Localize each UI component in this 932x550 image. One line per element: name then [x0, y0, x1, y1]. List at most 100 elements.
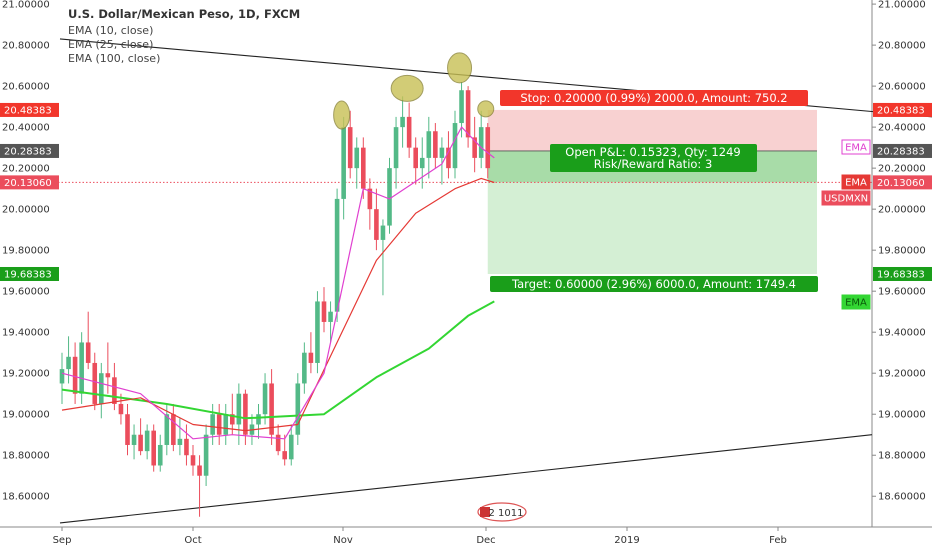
candle-body[interactable]	[380, 225, 386, 240]
highlight-marker[interactable]	[333, 100, 351, 130]
candle-body[interactable]	[203, 434, 209, 476]
price-tag-left[interactable]	[0, 143, 59, 158]
candle-body[interactable]	[328, 311, 333, 322]
candle-body[interactable]	[138, 434, 143, 452]
price-tag-right[interactable]	[873, 175, 932, 190]
candle-body[interactable]	[419, 157, 425, 169]
highlight-marker[interactable]	[477, 100, 495, 118]
candle-body[interactable]	[79, 342, 84, 394]
series-label-0[interactable]	[841, 139, 871, 155]
candle-body[interactable]	[151, 430, 156, 466]
candle-body[interactable]	[387, 168, 392, 226]
candle-body[interactable]	[282, 451, 287, 460]
series-label-1[interactable]	[841, 174, 871, 190]
candle-body[interactable]	[472, 137, 477, 158]
candle-body[interactable]	[105, 373, 111, 378]
candle-body[interactable]	[288, 434, 294, 460]
price-tag-left[interactable]	[0, 266, 59, 281]
price-tag-right[interactable]	[873, 102, 932, 117]
price-tag-right[interactable]	[873, 143, 932, 158]
candle-body[interactable]	[393, 127, 399, 169]
price-tag-right[interactable]	[873, 266, 932, 281]
candle-body[interactable]	[92, 362, 98, 404]
candle-body[interactable]	[177, 438, 183, 445]
y-tick-label-right: 20.80000	[878, 41, 926, 52]
candle-body[interactable]	[144, 430, 150, 452]
series-label-2-text: USDMXN	[824, 194, 868, 205]
candle-body[interactable]	[295, 383, 301, 435]
candle-body[interactable]	[374, 209, 379, 240]
candle-body[interactable]	[223, 414, 229, 435]
candle-body[interactable]	[302, 352, 307, 384]
pnl-label[interactable]: Open P&L: 0.15323, Qty: 1249Risk/Reward …	[550, 144, 757, 172]
candle-body[interactable]	[256, 414, 261, 425]
candle-body[interactable]	[406, 116, 412, 148]
candle-body[interactable]	[59, 369, 65, 384]
candle-body[interactable]	[112, 377, 117, 404]
candle-body[interactable]	[171, 414, 176, 445]
highlight-marker[interactable]	[447, 52, 473, 84]
candle-body[interactable]	[190, 455, 196, 466]
candle-body[interactable]	[446, 147, 451, 169]
legend-ema-100[interactable]: EMA (100, close)	[68, 52, 160, 65]
candle-body[interactable]	[439, 147, 445, 158]
price-tag-left[interactable]	[0, 102, 59, 117]
candle-body[interactable]	[118, 403, 124, 415]
candle-body[interactable]	[216, 414, 222, 435]
trendline-lower[interactable]	[59, 434, 873, 524]
candle-body[interactable]	[315, 301, 320, 363]
candle-body[interactable]	[347, 127, 353, 169]
series-label-2[interactable]	[821, 190, 871, 206]
candle-body[interactable]	[269, 383, 274, 435]
candle-body[interactable]	[131, 434, 137, 445]
candle-body[interactable]	[275, 434, 281, 452]
candle-body[interactable]	[321, 301, 327, 322]
candle-body[interactable]	[459, 90, 464, 124]
series-label-3[interactable]	[841, 294, 871, 310]
candle-body[interactable]	[210, 414, 215, 435]
candle-body[interactable]	[478, 127, 484, 158]
legend-ema-25[interactable]: EMA (25, close)	[68, 38, 153, 51]
candle-body[interactable]	[184, 438, 189, 456]
candle-body[interactable]	[308, 352, 314, 363]
candle-body[interactable]	[262, 383, 268, 415]
y-tick-label-left: 19.00000	[2, 410, 50, 421]
candle-body[interactable]	[236, 393, 242, 425]
legend-ema-10[interactable]: EMA (10, close)	[68, 24, 153, 37]
candle-body[interactable]	[400, 116, 405, 128]
candle-body[interactable]	[197, 465, 202, 476]
event-badge[interactable]: 2 1011	[477, 502, 527, 522]
candle-body[interactable]	[413, 147, 418, 169]
target-zone[interactable]	[487, 182, 817, 274]
ema-100-line[interactable]	[61, 300, 495, 420]
candle-body[interactable]	[72, 356, 78, 394]
candle-body[interactable]	[452, 123, 458, 169]
candle-body[interactable]	[426, 131, 432, 158]
candle-body[interactable]	[433, 131, 438, 158]
candle-body[interactable]	[485, 127, 491, 169]
candle-body[interactable]	[367, 188, 373, 210]
price-tag-left-text: 20.13060	[4, 178, 52, 189]
candle-body[interactable]	[125, 414, 130, 445]
price-tag-left[interactable]	[0, 175, 59, 190]
candle-body[interactable]	[66, 356, 71, 370]
candle-body[interactable]	[243, 393, 248, 435]
candle-body[interactable]	[354, 147, 360, 169]
stop-label[interactable]: Stop: 0.20000 (0.99%) 2000.0, Amount: 75…	[500, 90, 808, 106]
target-label[interactable]: Target: 0.60000 (2.96%) 6000.0, Amount: …	[490, 276, 818, 292]
candle-body[interactable]	[334, 198, 340, 312]
candle-body[interactable]	[361, 147, 366, 189]
candle-body[interactable]	[157, 444, 163, 466]
candle-body[interactable]	[164, 414, 170, 445]
y-tick-label-right: 19.40000	[878, 328, 926, 339]
candle-body[interactable]	[99, 373, 104, 404]
candle-body[interactable]	[341, 127, 346, 199]
candle-body[interactable]	[230, 414, 235, 425]
ema-25-line[interactable]	[61, 177, 495, 432]
candle-body[interactable]	[85, 342, 91, 363]
highlight-marker[interactable]	[390, 74, 424, 102]
ema-10-line[interactable]	[61, 126, 495, 440]
candle-body[interactable]	[465, 90, 471, 138]
